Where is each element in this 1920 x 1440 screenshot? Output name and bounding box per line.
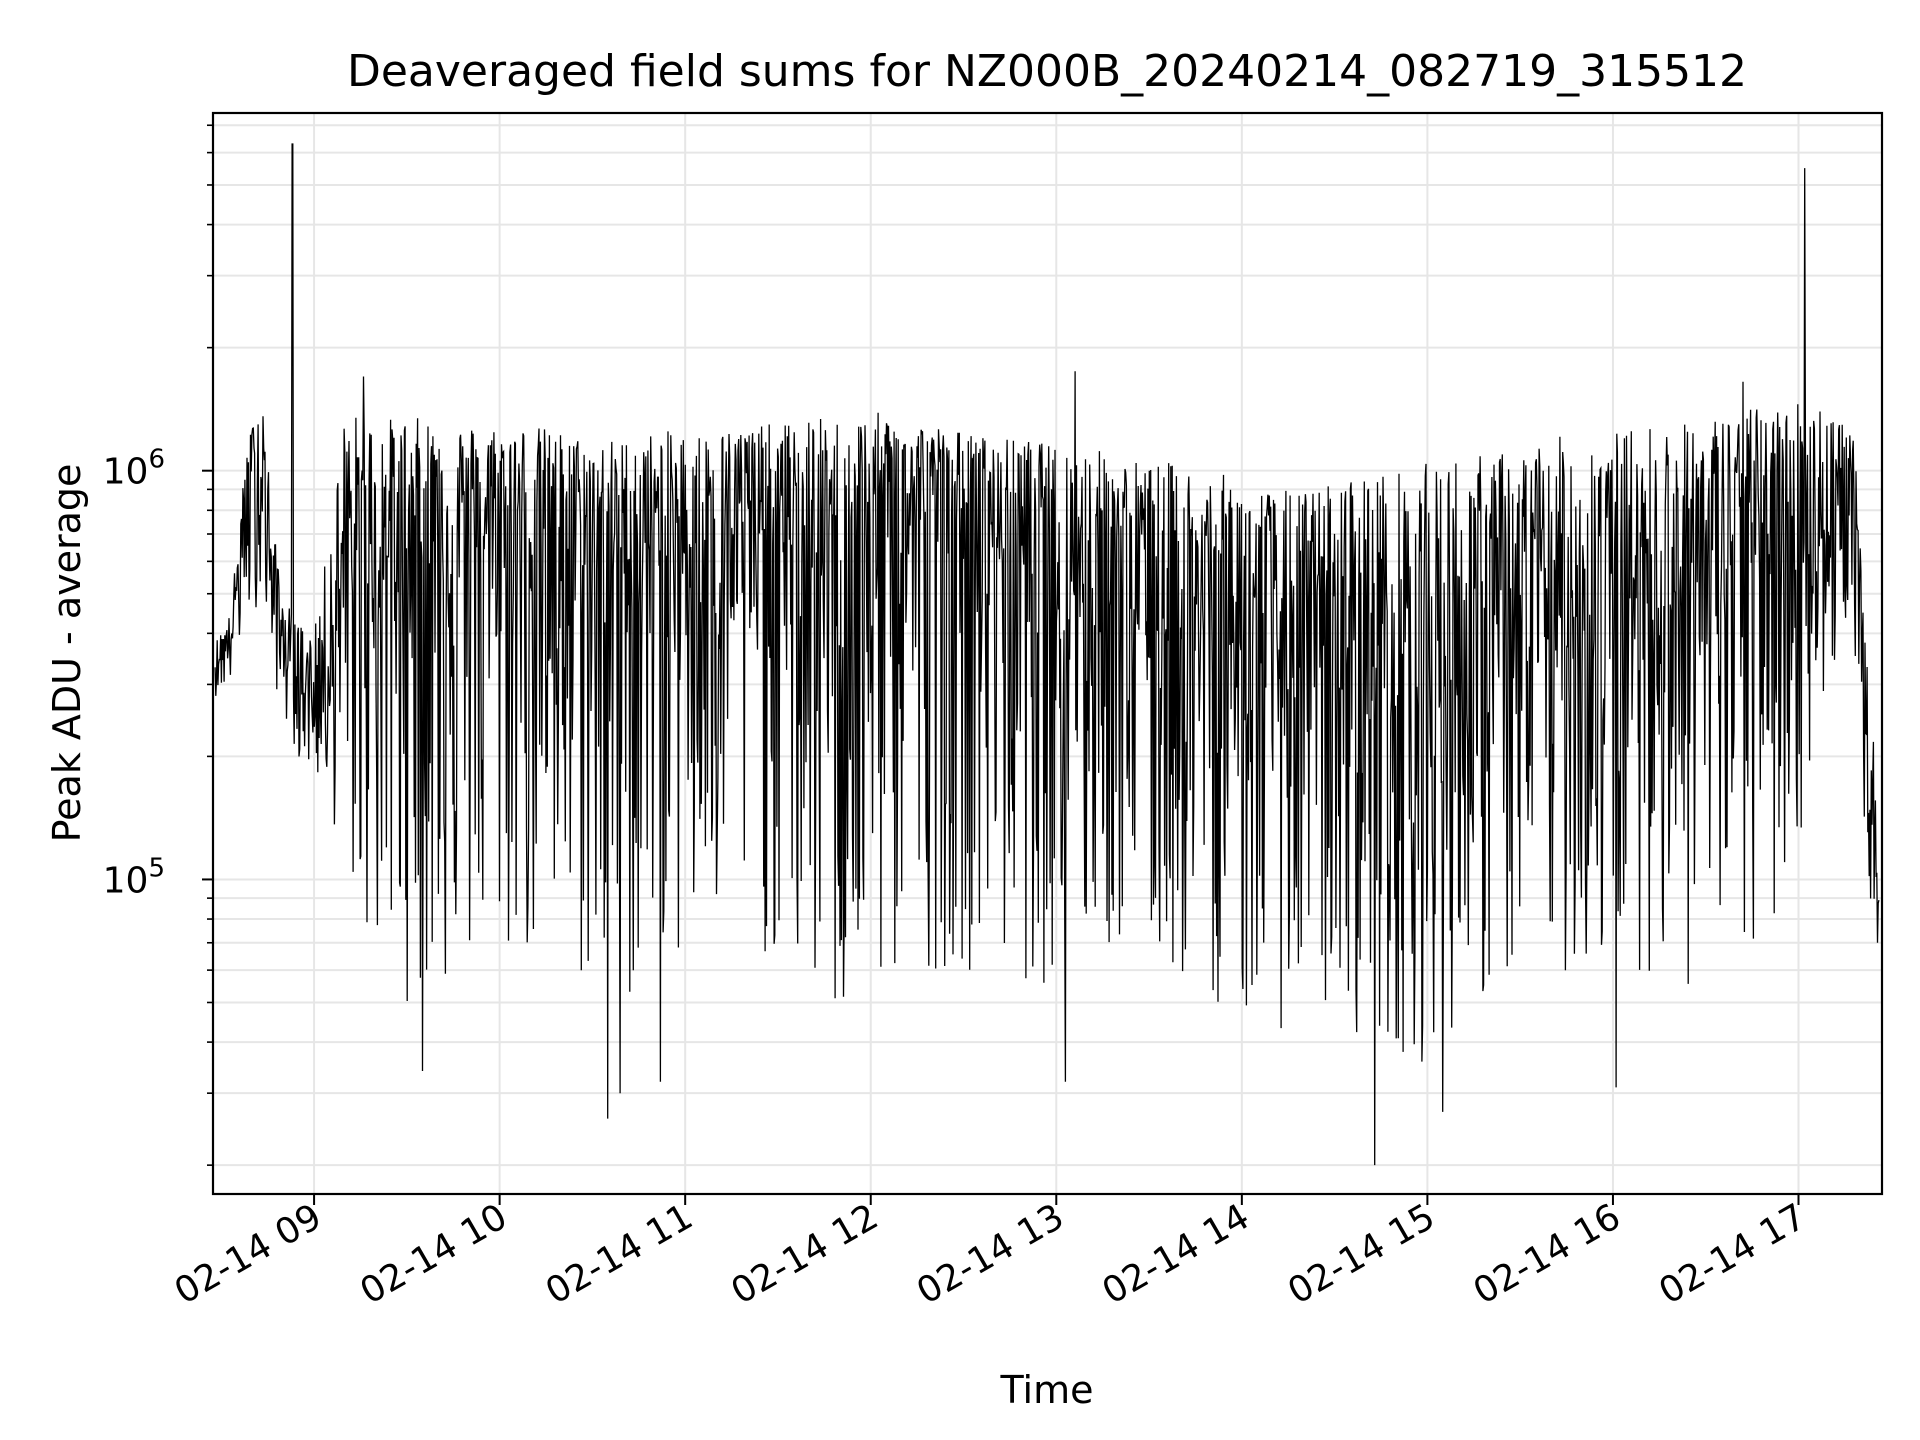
plot-frame	[211, 111, 1884, 1196]
y-axis: 105 106	[103, 124, 213, 1166]
series-line	[214, 143, 1880, 1166]
y-tick-label: 105	[103, 853, 165, 901]
x-axis-label: Time	[1000, 1368, 1094, 1412]
y-tick-label: 106	[103, 445, 165, 493]
chart-title: Deaveraged field sums for NZ000B_2024021…	[347, 46, 1747, 97]
peak-adu-line	[214, 143, 1880, 1166]
y-axis-label: Peak ADU - average	[45, 464, 89, 843]
